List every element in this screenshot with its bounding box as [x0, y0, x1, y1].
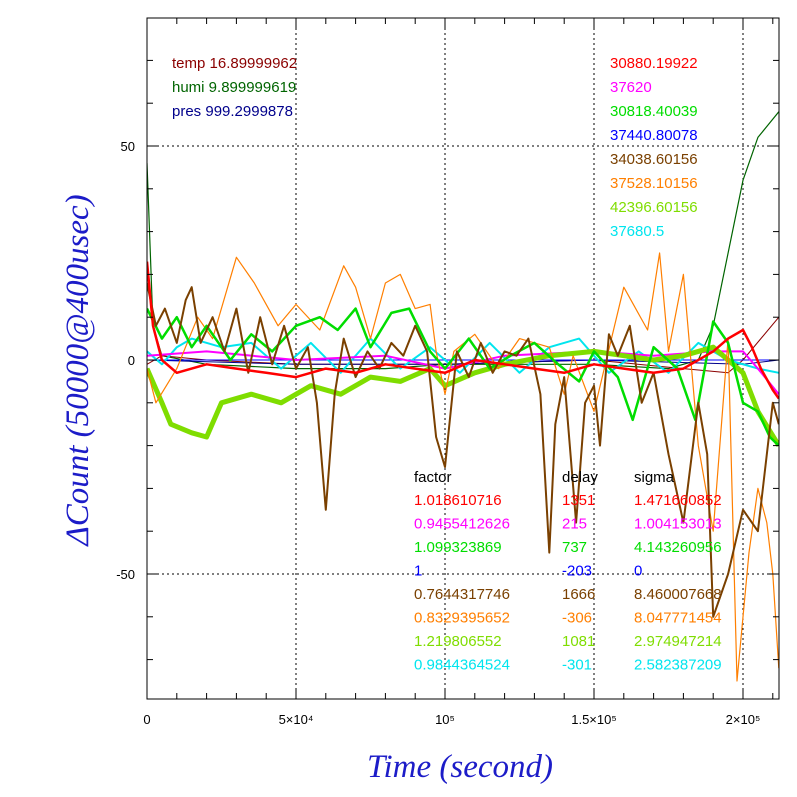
table-cell: -301: [562, 657, 592, 674]
table-cell: 737: [562, 539, 587, 556]
plot-frame: [146, 17, 780, 700]
env-legend-entry: pres 999.2999878: [172, 103, 293, 120]
value-legend-entry: 34038.60156: [610, 151, 698, 168]
table-cell: -203: [562, 563, 592, 580]
environment-legend: temp 16.89999962 humi 9.899999619 pres 999…: [172, 55, 297, 120]
table-cell: 1351: [562, 492, 595, 509]
table-cell: 8.047771454: [634, 610, 722, 627]
y-tick-label: 0: [128, 353, 135, 368]
table-cell: 1.219806552: [414, 633, 502, 650]
table-header: delay: [562, 469, 598, 486]
x-tick-label: 10⁵: [435, 712, 455, 727]
value-legend-entry: 37620: [610, 79, 652, 96]
value-legend-entry: 42396.60156: [610, 199, 698, 216]
x-tick-label: 0: [143, 712, 150, 727]
table-header: sigma: [634, 469, 675, 486]
env-legend-entry: humi 9.899999619: [172, 79, 296, 96]
series-line-6: [147, 344, 779, 447]
table-cell: 1.004153013: [634, 516, 722, 533]
table-cell: 1.018610716: [414, 492, 502, 509]
table-cell: 2.974947214: [634, 633, 722, 650]
series-layer: [147, 111, 779, 682]
table-cell: 215: [562, 516, 587, 533]
table-header: factor: [414, 469, 452, 486]
x-tick-label: 2×10⁵: [726, 712, 761, 727]
table-cell: 1081: [562, 633, 595, 650]
table-cell: 1: [414, 563, 422, 580]
value-legend-entry: 30880.19922: [610, 55, 698, 72]
value-legend-entry: 37528.10156: [610, 175, 698, 192]
x-tick-label: 5×10⁴: [279, 712, 314, 727]
series-line-9: [147, 282, 779, 618]
value-legend: 30880.19922 37620 30818.40039 37440.80078 34…: [610, 55, 698, 240]
table-cell: 1.099323869: [414, 539, 502, 556]
table-cell: 1666: [562, 586, 595, 603]
parameter-table: factor delay sigma 1.018610716 1351 1.4716608…: [414, 469, 722, 674]
series-line-7: [147, 252, 779, 682]
y-axis-title: ΔCount (50000@400usec): [60, 194, 96, 547]
x-tick-label: 1.5×10⁵: [571, 712, 617, 727]
table-cell: 0.8329395652: [414, 610, 510, 627]
table-cell: 8.460007668: [634, 586, 722, 603]
table-cell: 4.143260956: [634, 539, 722, 556]
y-tick-label: 50: [121, 139, 135, 154]
value-legend-entry: 37440.80078: [610, 127, 698, 144]
value-legend-entry: 30818.40039: [610, 103, 698, 120]
series-line-8: [147, 307, 779, 447]
y-tick-label: -50: [116, 567, 135, 582]
table-cell: 0.7644317746: [414, 586, 510, 603]
table-cell: 0.9455412626: [414, 516, 510, 533]
table-cell: -306: [562, 610, 592, 627]
ticks: [147, 18, 779, 699]
env-legend-entry: temp 16.89999962: [172, 55, 297, 72]
table-cell: 2.582387209: [634, 657, 722, 674]
table-cell: 0.9844364524: [414, 657, 510, 674]
table-cell: 0: [634, 563, 642, 580]
tick-labels: 0 5×10⁴ 10⁵ 1.5×10⁵ 2×10⁵ 50 0 -50: [116, 139, 760, 727]
value-legend-entry: 37680.5: [610, 223, 664, 240]
series-line-10: [147, 261, 779, 400]
series-line-4: [147, 337, 779, 374]
x-axis-title: Time (second): [367, 749, 553, 785]
table-cell: 1.471660852: [634, 492, 722, 509]
